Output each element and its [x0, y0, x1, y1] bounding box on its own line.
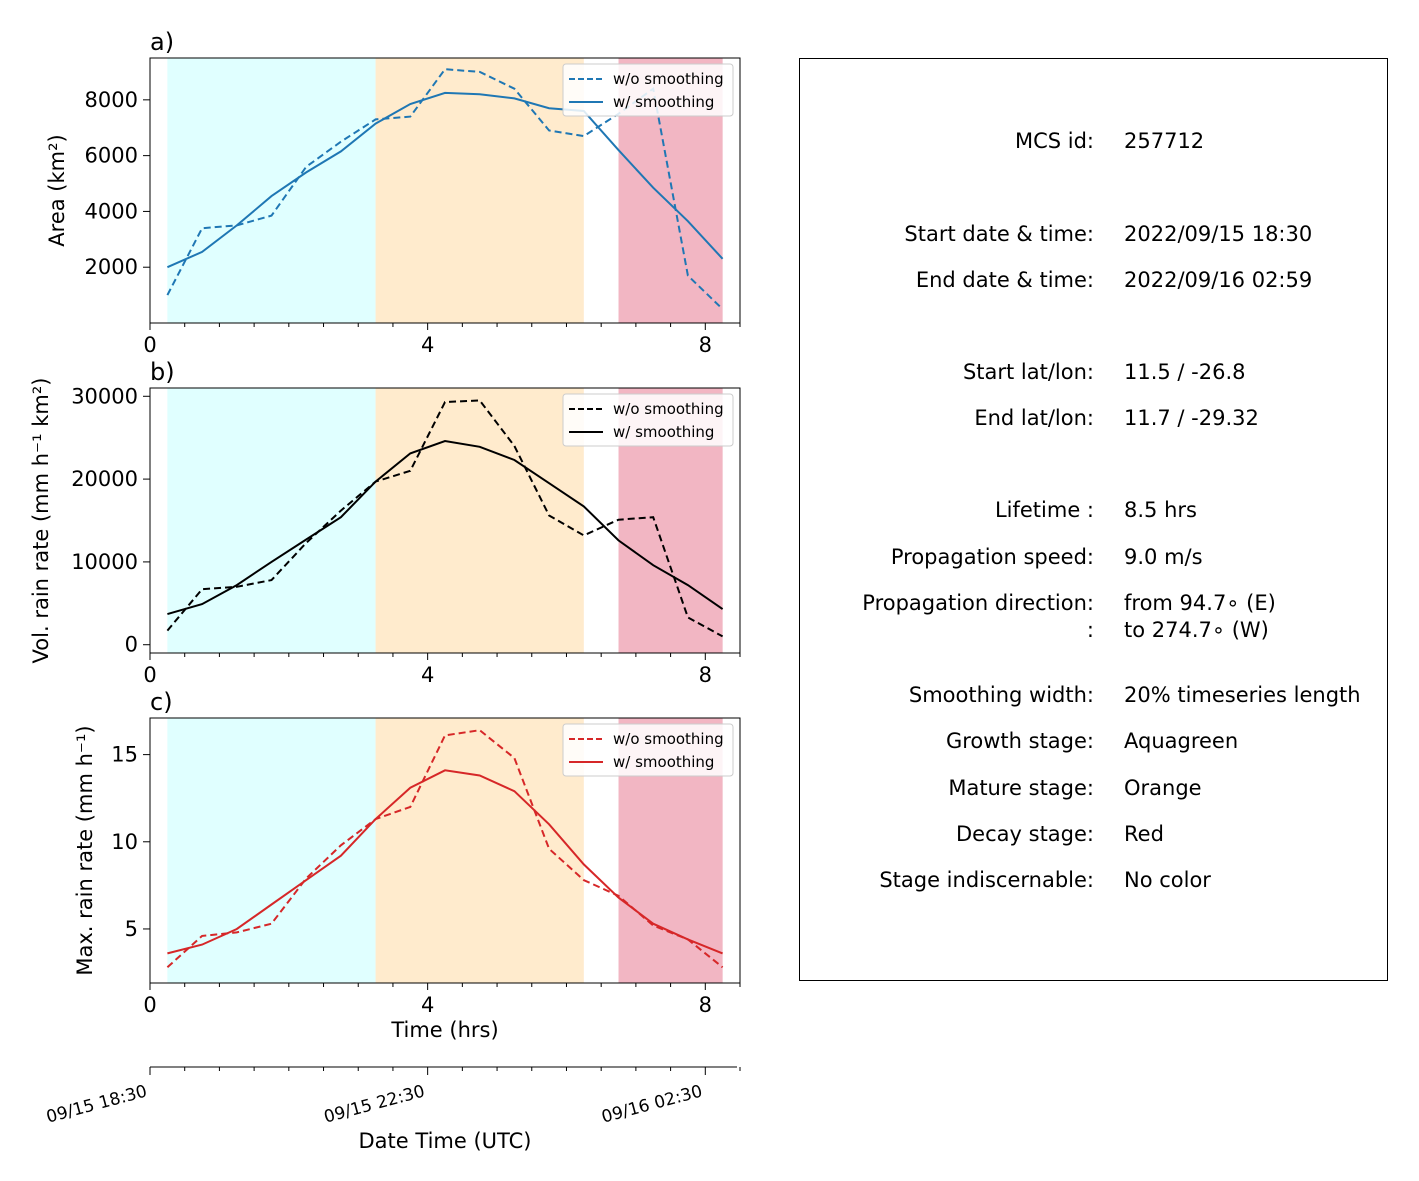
x-tick-label: 8 — [699, 663, 712, 687]
y-tick-label: 8000 — [85, 88, 138, 112]
info-label: Smoothing width: — [908, 683, 1094, 707]
stage-growth-band — [167, 58, 376, 323]
y-tick-label: 2000 — [85, 255, 138, 279]
plot-frame — [149, 717, 741, 984]
legend: w/o smoothing w/ smoothing — [562, 63, 734, 117]
info-panel — [799, 58, 1388, 981]
info-value: from 94.7∘ (E) — [1124, 591, 1276, 615]
series-smoothed-line — [166, 91, 724, 269]
info-value: 11.5 / -26.8 — [1124, 360, 1246, 384]
info-value: 257712 — [1124, 129, 1205, 153]
x-tick-label: 0 — [143, 993, 156, 1017]
y-tick-label: 4000 — [85, 199, 138, 223]
x-tick-label: 0 — [143, 333, 156, 357]
datetime-tick-label: 09/15 18:30 — [44, 1082, 149, 1128]
x-tick-label: 4 — [421, 663, 434, 687]
info-value: 9.0 m/s — [1124, 545, 1203, 569]
info-label: End date & time: — [915, 268, 1094, 292]
plot-frame — [149, 387, 741, 654]
info-label: Mature stage: — [948, 776, 1094, 800]
y-tick-label: 5 — [125, 917, 138, 941]
y-tick-label: 6000 — [85, 144, 138, 168]
panel-label: c) — [150, 688, 173, 716]
y-tick-label: 0 — [125, 633, 138, 657]
legend-label: w/ smoothing — [613, 753, 714, 771]
panel-label: b) — [150, 358, 175, 386]
info-label: Stage indiscernable: — [879, 868, 1094, 892]
legend-label: w/o smoothing — [613, 730, 724, 748]
info-label: End lat/lon: — [974, 406, 1094, 430]
y-axis-label: Vol. rain rate (mm h⁻¹ km²) — [29, 378, 53, 664]
plot-frame — [149, 57, 741, 324]
info-label: Propagation direction: — [862, 591, 1094, 615]
info-value: 8.5 hrs — [1124, 498, 1197, 522]
stage-mature-band — [375, 58, 584, 323]
info-label: Lifetime : — [994, 498, 1094, 522]
info-label: Propagation speed: — [890, 545, 1094, 569]
legend: w/o smoothing w/ smoothing — [562, 393, 734, 447]
series-raw-line — [166, 399, 724, 638]
series-raw-line — [166, 729, 724, 969]
info-value: 11.7 / -29.32 — [1124, 406, 1259, 430]
info-value: Aquagreen — [1124, 729, 1239, 753]
panel-1: 0 4 8 2000 4000 6000 8000 Area (km²) a) w/o smoot… — [45, 28, 741, 357]
panel-2: 0 4 8 0 10000 20000 30000 Vol. rain rate (mm h⁻… — [29, 358, 741, 687]
info-value: Orange — [1124, 776, 1202, 800]
x-tick-label: 0 — [143, 663, 156, 687]
series-smoothed-line — [167, 769, 723, 955]
legend-box — [562, 393, 734, 447]
info-value: 2022/09/16 02:59 — [1124, 268, 1313, 292]
x-tick-label: 4 — [421, 333, 434, 357]
legend-label: w/o smoothing — [613, 400, 724, 418]
info-value: No color — [1124, 868, 1211, 892]
info-value: to 274.7∘ (W) — [1124, 618, 1269, 642]
series-raw-line — [166, 68, 724, 310]
y-tick-label: 20000 — [71, 467, 138, 491]
stage-growth-band — [167, 388, 376, 653]
info-label: : — [1086, 618, 1094, 642]
datetime-tick-label: 09/15 22:30 — [322, 1082, 427, 1128]
legend-box — [562, 723, 734, 777]
legend-label: w/ smoothing — [613, 423, 714, 441]
stage-mature-band — [375, 388, 584, 653]
y-tick-label: 10000 — [71, 550, 138, 574]
y-tick-label: 30000 — [71, 384, 138, 408]
stage-mature-band — [375, 718, 584, 983]
legend: w/o smoothing w/ smoothing — [562, 723, 734, 777]
y-axis-label: Max. rain rate (mm h⁻¹) — [73, 725, 97, 975]
datetime-axis-label: Date Time (UTC) — [359, 1129, 532, 1153]
y-tick-label: 15 — [111, 743, 138, 767]
info-value: 20% timeseries length — [1124, 683, 1361, 707]
legend-label: w/o smoothing — [613, 70, 724, 88]
info-value: Red — [1124, 822, 1164, 846]
x-axis-label: Time (hrs) — [390, 1018, 498, 1042]
y-tick-label: 10 — [111, 830, 138, 854]
x-tick-label: 8 — [699, 333, 712, 357]
panel-label: a) — [150, 28, 174, 56]
x-tick-label: 4 — [421, 993, 434, 1017]
info-label: Decay stage: — [956, 822, 1094, 846]
series-smoothed-line — [167, 439, 724, 616]
info-label: Start date & time: — [904, 222, 1094, 246]
stage-growth-band — [167, 718, 376, 983]
panel-3: 0 4 8 5 10 15 Max. rain rate (mm h⁻¹) c) w/o smo… — [73, 688, 741, 1017]
y-axis-label: Area (km²) — [45, 134, 69, 246]
info-label: Growth stage: — [945, 729, 1094, 753]
datetime-axis: 09/15 18:30 09/15 22:30 09/16 02:30 Date Ti… — [44, 1066, 741, 1153]
datetime-tick-label: 09/16 02:30 — [600, 1082, 705, 1128]
info-label: MCS id: — [1014, 129, 1094, 153]
info-label: Start lat/lon: — [962, 360, 1094, 384]
x-tick-label: 8 — [699, 993, 712, 1017]
legend-box — [562, 63, 734, 117]
info-value: 2022/09/15 18:30 — [1124, 222, 1313, 246]
legend-label: w/ smoothing — [613, 93, 714, 111]
